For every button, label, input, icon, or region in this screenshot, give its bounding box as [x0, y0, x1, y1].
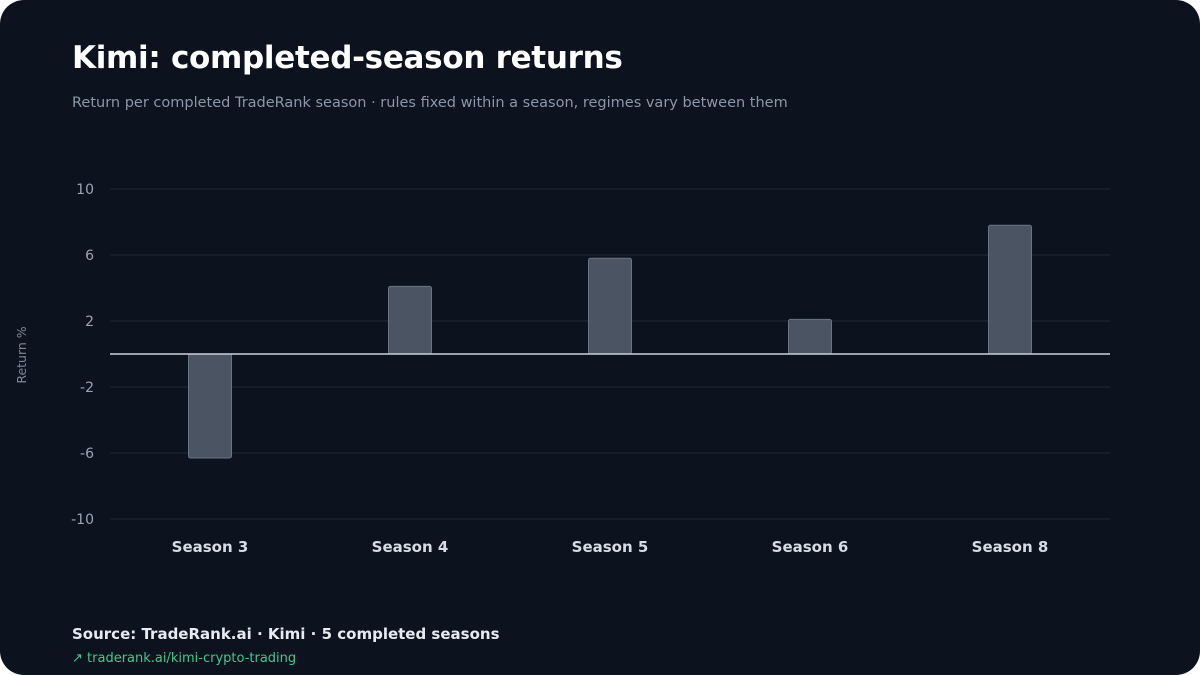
bar[interactable]: [388, 285, 432, 355]
y-tick-labels: 10 6 2 -2 -6 -10: [71, 182, 94, 528]
chart-title: Kimi: completed-season returns: [72, 40, 623, 76]
y-tick-label: -2: [80, 380, 94, 396]
chart-subtitle: Return per completed TradeRank season · …: [72, 95, 788, 111]
y-tick-label: 10: [76, 182, 94, 198]
x-category-label: Season 5: [572, 538, 649, 556]
bar[interactable]: [788, 318, 832, 355]
x-category-label: Season 3: [172, 538, 249, 556]
bars: [188, 224, 1032, 459]
y-tick-label: -10: [71, 512, 94, 528]
x-category-labels: Season 3 Season 4 Season 5 Season 6 Season 8: [172, 538, 1049, 556]
x-category-label: Season 4: [372, 538, 449, 556]
y-tick-label: 6: [85, 248, 94, 264]
bar[interactable]: [588, 257, 632, 355]
source-note: Source: TradeRank.ai · Kimi · 5 complete…: [72, 625, 500, 643]
grid-lines: [110, 188, 1110, 520]
bar[interactable]: [188, 353, 232, 459]
y-axis-label: Return %: [14, 326, 29, 383]
x-category-label: Season 6: [772, 538, 849, 556]
y-tick-label: -6: [80, 446, 94, 462]
y-tick-label: 2: [85, 314, 94, 330]
arrow-up-right-icon: ↗: [72, 651, 83, 666]
source-link[interactable]: ↗ traderank.ai/kimi-crypto-trading: [72, 651, 296, 666]
x-category-label: Season 8: [972, 538, 1049, 556]
bar[interactable]: [988, 224, 1032, 355]
source-link-text: traderank.ai/kimi-crypto-trading: [87, 651, 297, 666]
